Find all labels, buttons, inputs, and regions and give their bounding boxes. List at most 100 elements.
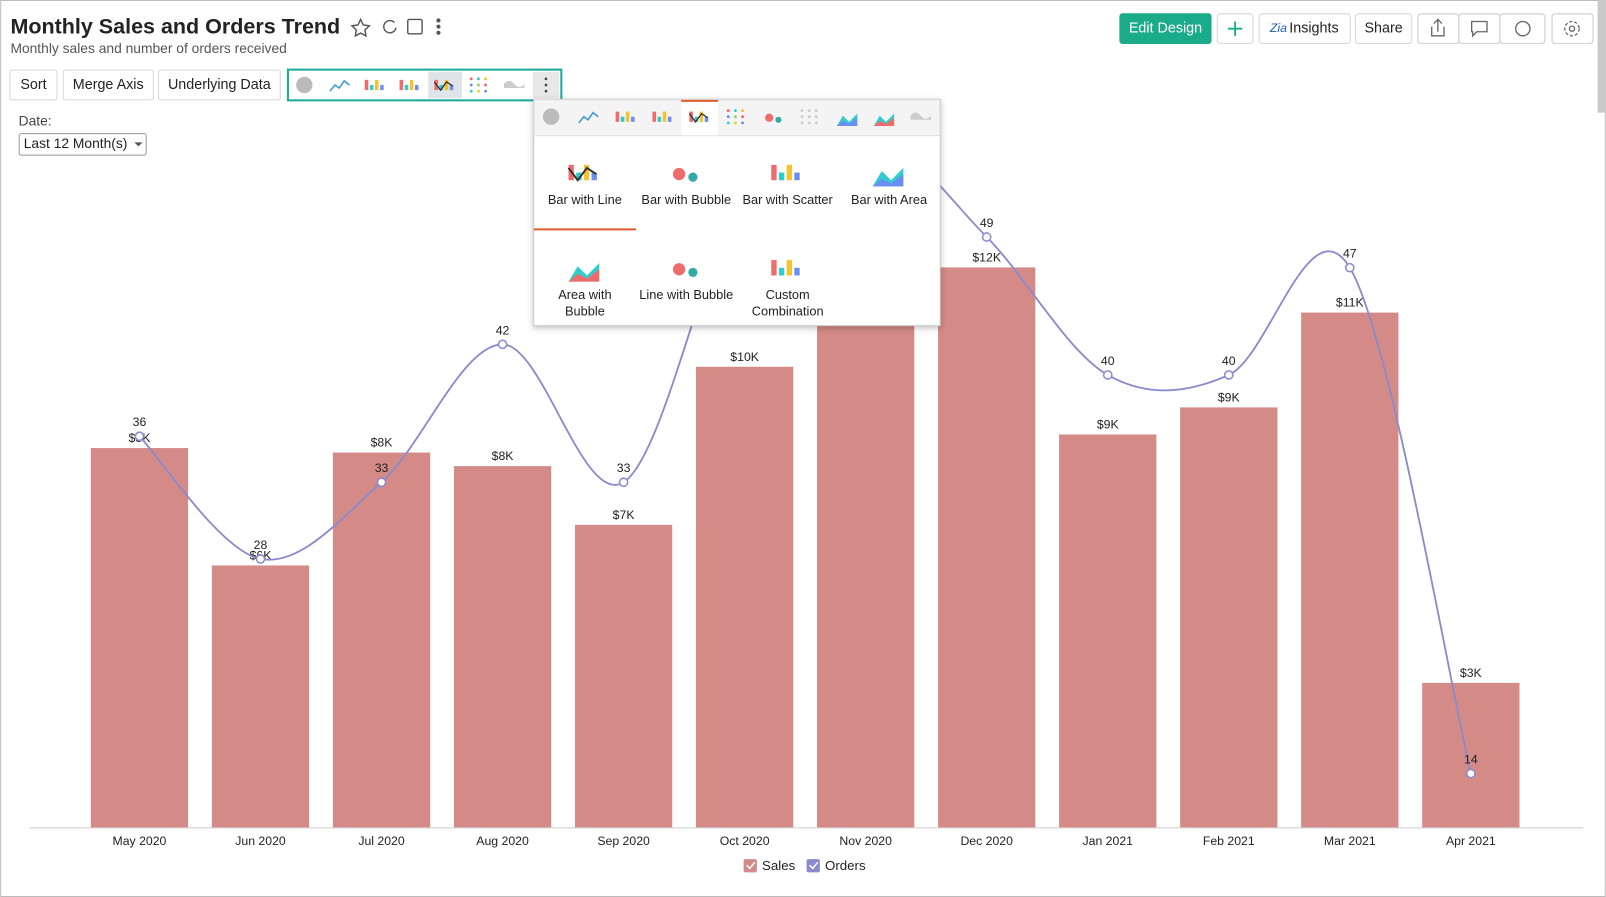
data-label: $8K (371, 436, 394, 450)
chart-type-bar[interactable] (286, 68, 563, 102)
data-label: 33 (375, 461, 389, 475)
bar (817, 317, 915, 828)
point (255, 554, 266, 564)
icon (433, 81, 454, 92)
option-icon (672, 167, 698, 182)
data-label: $9K (1218, 390, 1241, 404)
icon (657, 116, 662, 122)
icon (800, 115, 804, 119)
menu-option[interactable]: Custom Combination (751, 287, 824, 319)
menu-option[interactable]: Line with Bubble (639, 287, 734, 303)
icon (652, 111, 657, 122)
icon (583, 164, 590, 181)
bar (90, 448, 189, 828)
menu-option[interactable]: Bar with Scatter (742, 192, 833, 207)
comment-icon (1470, 20, 1488, 38)
bar (695, 366, 794, 828)
menu-tabs (533, 99, 941, 137)
menu-option[interactable]: Bar with Bubble (641, 192, 732, 207)
data-label: $11K (1336, 296, 1365, 310)
underlying-data-button[interactable] (157, 69, 281, 101)
sort-button[interactable] (9, 69, 58, 101)
menu-option[interactable]: Bar with Area (850, 192, 928, 207)
icon (476, 83, 480, 87)
option-icon (567, 164, 597, 182)
icon (775, 116, 782, 123)
bar (1180, 407, 1278, 828)
alert-icon (1515, 20, 1531, 37)
icon (814, 115, 818, 119)
insights-button[interactable] (1258, 13, 1351, 45)
point (1465, 768, 1476, 779)
icon (741, 115, 745, 119)
legend-check (809, 861, 819, 870)
data-label: 40 (1101, 354, 1115, 368)
x-tick-label: Aug 2020 (476, 834, 529, 848)
merge-axis-label: Merge Axis (73, 77, 144, 93)
data-label: 42 (496, 323, 510, 337)
icon (694, 116, 699, 122)
x-tick-label: Oct 2020 (720, 834, 770, 848)
icon (364, 79, 369, 91)
data-label: $8K (492, 449, 515, 463)
x-tick-label: Dec 2020 (960, 834, 1013, 848)
share-button[interactable] (1354, 13, 1413, 45)
menu-panel (533, 98, 941, 327)
icon (807, 115, 811, 119)
refresh-icon[interactable] (383, 19, 397, 34)
bar (211, 565, 310, 828)
sort-label: Sort (20, 77, 46, 93)
menu-option[interactable]: Area with Bubble (558, 287, 612, 319)
icon (380, 84, 384, 91)
menu-option[interactable]: Bar with Line (547, 192, 622, 207)
icon (484, 77, 488, 81)
merge-axis-button[interactable] (62, 69, 154, 101)
icon (625, 111, 630, 122)
icon (476, 77, 480, 81)
alert-button[interactable] (1499, 13, 1546, 45)
option-icon (672, 263, 698, 277)
x-tick-label: Sep 2020 (597, 834, 650, 848)
bar (1422, 682, 1520, 828)
icon (476, 89, 480, 93)
icon (409, 79, 414, 91)
edit-design-button[interactable] (1119, 13, 1212, 45)
data-label: $10K (730, 350, 759, 364)
data-label: $7K (613, 508, 636, 522)
icon (296, 76, 313, 94)
bar (1059, 434, 1157, 828)
data-label: $12K (972, 250, 1001, 264)
data-label: 36 (133, 415, 147, 429)
icon (667, 116, 672, 122)
legend-check (746, 861, 756, 870)
icon (786, 164, 792, 181)
option-icon (771, 164, 800, 181)
settings-button[interactable] (1551, 13, 1594, 45)
star-icon[interactable] (350, 17, 371, 38)
icon (504, 80, 525, 89)
save-icon[interactable] (407, 18, 423, 35)
icon (688, 267, 698, 277)
filter-select[interactable] (18, 133, 147, 156)
selected-tab[interactable] (681, 100, 719, 136)
legend-swatch (806, 859, 820, 873)
icon (542, 108, 560, 125)
comment-button[interactable] (1458, 13, 1501, 45)
point (376, 477, 387, 488)
icon (704, 116, 709, 122)
icon (439, 84, 444, 91)
icon (329, 79, 350, 92)
icon (444, 79, 449, 91)
icon (778, 267, 785, 276)
icon (469, 77, 473, 81)
icon (414, 84, 419, 91)
icon (800, 121, 804, 125)
legend-label: Orders (825, 858, 866, 873)
subtitle: Monthly sales and number of orders recei… (10, 40, 286, 56)
title-icons[interactable] (350, 17, 441, 38)
option-icon (771, 260, 800, 276)
edit-design-label: Edit Design (1129, 20, 1202, 36)
icon (449, 84, 454, 91)
legend-swatch (743, 859, 757, 873)
